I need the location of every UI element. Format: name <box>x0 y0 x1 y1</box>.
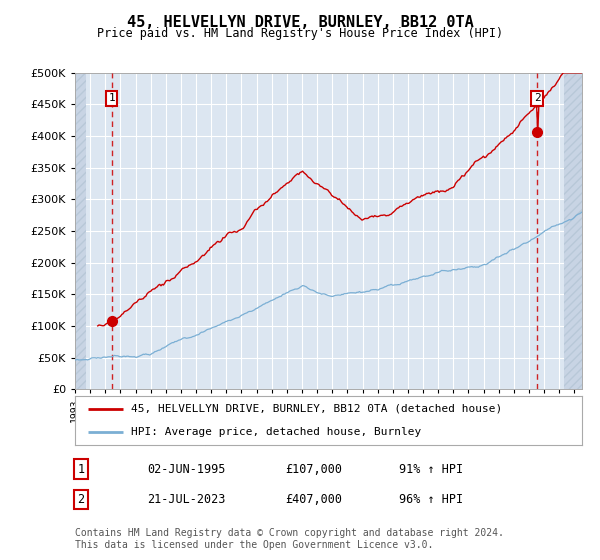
Text: £407,000: £407,000 <box>285 493 342 506</box>
Text: Price paid vs. HM Land Registry's House Price Index (HPI): Price paid vs. HM Land Registry's House … <box>97 27 503 40</box>
Bar <box>564 73 582 389</box>
Text: 2: 2 <box>534 93 541 103</box>
Text: HPI: Average price, detached house, Burnley: HPI: Average price, detached house, Burn… <box>131 427 421 437</box>
Text: 02-JUN-1995: 02-JUN-1995 <box>147 463 226 476</box>
Text: 21-JUL-2023: 21-JUL-2023 <box>147 493 226 506</box>
Bar <box>75 73 86 389</box>
Text: 45, HELVELLYN DRIVE, BURNLEY, BB12 0TA (detached house): 45, HELVELLYN DRIVE, BURNLEY, BB12 0TA (… <box>131 404 502 414</box>
Text: 91% ↑ HPI: 91% ↑ HPI <box>399 463 463 476</box>
Text: 96% ↑ HPI: 96% ↑ HPI <box>399 493 463 506</box>
Text: 1: 1 <box>77 463 85 476</box>
Text: 2: 2 <box>77 493 85 506</box>
Text: 1: 1 <box>108 93 115 103</box>
Text: 45, HELVELLYN DRIVE, BURNLEY, BB12 0TA: 45, HELVELLYN DRIVE, BURNLEY, BB12 0TA <box>127 15 473 30</box>
Text: Contains HM Land Registry data © Crown copyright and database right 2024.
This d: Contains HM Land Registry data © Crown c… <box>75 528 504 550</box>
Text: £107,000: £107,000 <box>285 463 342 476</box>
